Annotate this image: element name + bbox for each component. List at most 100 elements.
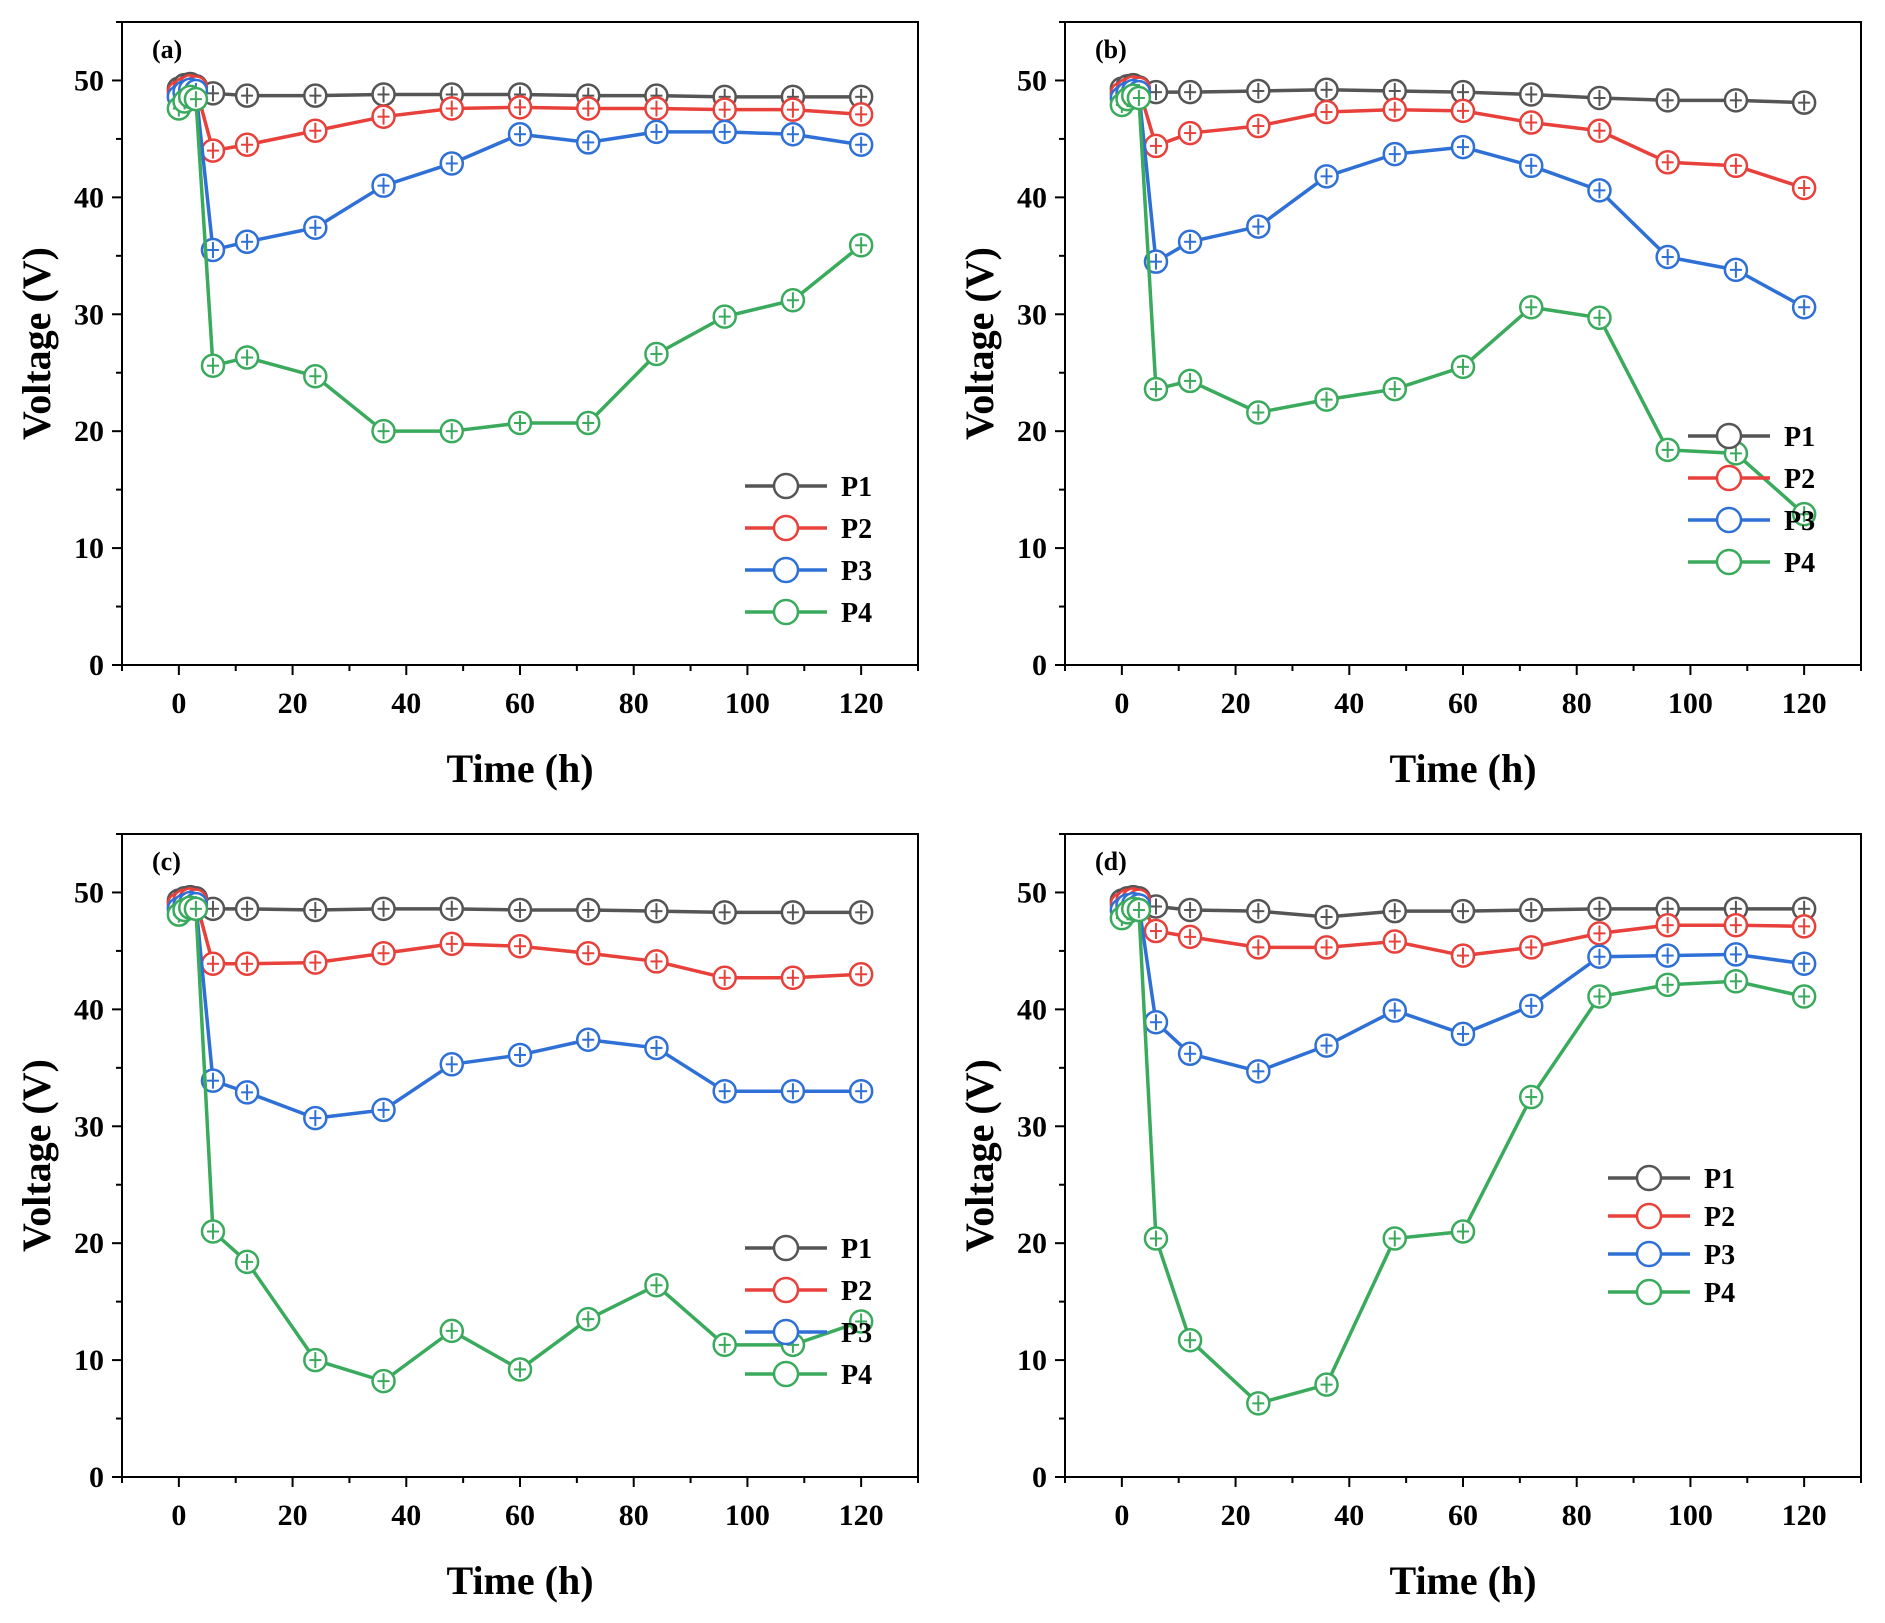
data-point	[200, 951, 226, 977]
data-point	[1177, 229, 1203, 255]
data-point	[712, 304, 737, 329]
legend-marker	[772, 556, 800, 584]
data-point	[1177, 120, 1203, 146]
data-point	[371, 940, 396, 966]
data-point	[183, 896, 209, 922]
y-tick-label: 40	[1017, 181, 1047, 214]
data-point	[1246, 1391, 1271, 1416]
x-tick-label: 120	[1782, 687, 1827, 720]
y-tick-label: 50	[74, 64, 104, 97]
data-point	[303, 950, 328, 975]
data-point	[234, 83, 260, 108]
data-point	[1382, 898, 1408, 924]
data-point	[303, 1105, 328, 1131]
data-point	[1791, 914, 1817, 939]
x-tick-label: 80	[619, 687, 649, 720]
x-tick-label: 120	[839, 687, 884, 720]
data-point	[1587, 305, 1612, 331]
data-point	[1723, 153, 1749, 179]
data-point	[371, 896, 396, 922]
y-tick-label: 40	[1017, 993, 1047, 1026]
legend-item-p4: P4	[745, 598, 872, 629]
series-p4	[1109, 83, 1817, 527]
data-point	[1518, 897, 1544, 923]
legend-label: P4	[1704, 1278, 1735, 1309]
data-point	[1655, 972, 1680, 998]
legend-marker	[1715, 506, 1743, 534]
data-point	[1723, 912, 1749, 938]
data-point	[1518, 935, 1544, 960]
y-tick-label: 40	[74, 993, 104, 1026]
data-point	[1143, 376, 1169, 402]
data-point	[1450, 1219, 1476, 1244]
legend-item-p2: P2	[745, 514, 872, 545]
legend-item-p3: P3	[1688, 506, 1815, 537]
data-point	[1587, 984, 1612, 1009]
x-tick-label: 60	[1448, 1499, 1478, 1532]
data-point	[507, 933, 533, 959]
x-tick-label: 40	[391, 1499, 421, 1532]
legend-item-p2: P2	[1608, 1202, 1735, 1233]
data-point	[1382, 141, 1408, 167]
data-point	[507, 897, 533, 923]
data-point	[1246, 113, 1271, 139]
data-point	[1723, 88, 1749, 113]
y-tick-label: 30	[74, 298, 104, 331]
legend-label: P2	[841, 514, 872, 545]
data-point	[1314, 164, 1339, 189]
data-point	[234, 229, 260, 255]
data-point	[1655, 244, 1680, 270]
data-point	[1518, 993, 1544, 1019]
x-tick-label: 0	[171, 1499, 186, 1532]
data-point	[439, 96, 465, 121]
y-tick-label: 30	[74, 1110, 104, 1143]
data-point	[1450, 1021, 1476, 1047]
data-point	[371, 1368, 396, 1394]
legend-label: P4	[841, 598, 872, 629]
y-axis-title: Voltage (V)	[14, 1059, 59, 1252]
data-point	[1518, 82, 1544, 107]
x-tick-label: 80	[1562, 687, 1592, 720]
data-point	[1655, 943, 1680, 968]
data-point	[848, 233, 874, 258]
legend-marker	[1635, 1164, 1663, 1192]
data-point	[1143, 133, 1169, 159]
data-point	[1177, 79, 1203, 105]
data-point	[1655, 88, 1680, 113]
data-point	[1587, 921, 1612, 946]
data-point	[234, 1080, 260, 1105]
series-line	[1120, 902, 1805, 1074]
data-point	[644, 119, 669, 145]
legend-label: P1	[1784, 422, 1815, 453]
y-tick-label: 20	[74, 415, 104, 448]
x-tick-label: 100	[1668, 687, 1713, 720]
data-point	[848, 1309, 874, 1334]
data-point	[183, 86, 209, 112]
data-point	[1450, 98, 1476, 124]
data-point	[712, 119, 737, 145]
legend-label: P4	[841, 1360, 872, 1391]
data-point	[644, 1035, 669, 1061]
legend-item-p4: P4	[745, 1360, 872, 1391]
panel-label: (b)	[1095, 35, 1127, 64]
chart-panel-b: 0 20 40 60 80 100 120 0 10 20 30 40 50 Time (h) Voltag…	[943, 0, 1885, 811]
data-point	[1143, 249, 1169, 274]
x-tick-label: 0	[1114, 687, 1129, 720]
y-tick-label: 10	[1017, 532, 1047, 565]
data-point	[1450, 134, 1476, 160]
data-point	[507, 410, 533, 436]
data-point	[507, 1357, 533, 1382]
data-point	[371, 1097, 396, 1123]
data-point	[234, 345, 260, 370]
series-p4	[166, 84, 874, 444]
data-point	[1791, 295, 1817, 320]
data-point	[575, 96, 601, 121]
y-axis-title: Voltage (V)	[957, 1059, 1002, 1252]
y-axis-title: Voltage (V)	[14, 247, 59, 440]
legend-label: P2	[841, 1276, 872, 1307]
data-point	[848, 132, 874, 158]
legend-item-p1: P1	[1688, 422, 1815, 453]
legend: P1 P2 P3 P4	[745, 472, 872, 629]
data-point	[439, 1052, 465, 1077]
